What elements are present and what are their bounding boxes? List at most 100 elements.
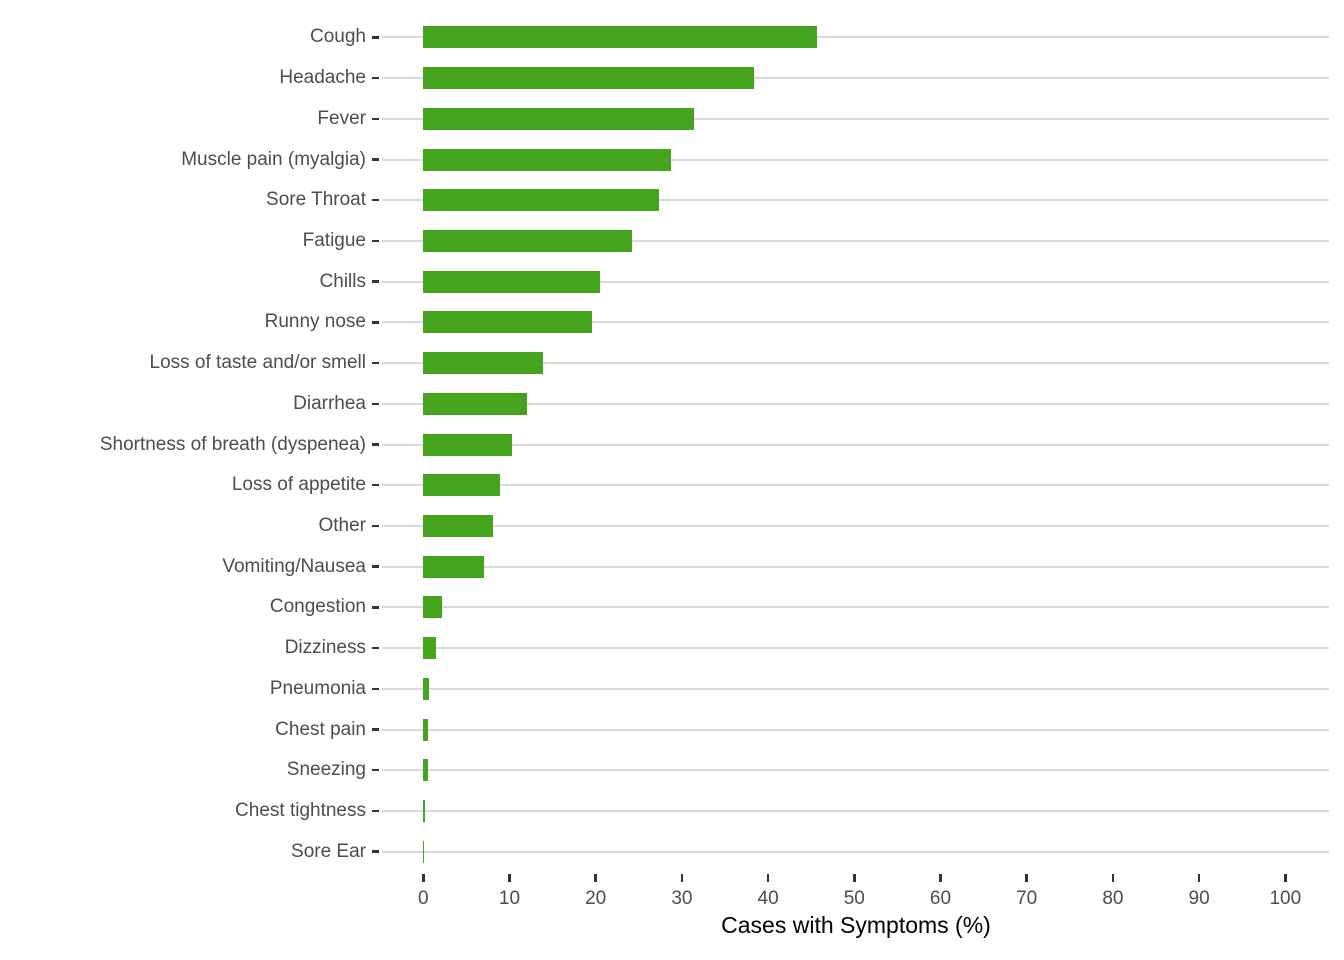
x-tick-mark — [766, 874, 770, 882]
grid-line — [382, 769, 1329, 772]
bar — [423, 474, 500, 497]
y-tick-mark — [371, 36, 379, 39]
bar — [423, 189, 660, 212]
y-axis-label: Chills — [319, 270, 366, 292]
bar — [423, 26, 818, 49]
y-tick-mark — [371, 280, 379, 283]
y-tick-mark — [371, 361, 379, 365]
y-axis-label: Chest pain — [275, 718, 366, 740]
bar — [423, 840, 425, 863]
y-tick-mark — [371, 198, 379, 202]
bar — [423, 107, 694, 130]
y-tick-mark — [371, 76, 379, 80]
y-axis-label: Congestion — [269, 596, 366, 618]
y-axis-label: Sneezing — [286, 759, 366, 781]
y-tick-mark — [371, 728, 379, 731]
bar — [423, 352, 544, 375]
x-tick-label: 20 — [585, 888, 607, 909]
y-axis-label: Loss of taste and/or smell — [149, 352, 367, 374]
y-axis-label: Cough — [310, 26, 366, 48]
y-tick-mark — [371, 402, 379, 406]
x-tick-mark — [939, 874, 942, 882]
x-tick-mark — [1284, 874, 1287, 882]
grid-line — [382, 402, 1329, 405]
bar — [423, 148, 671, 171]
y-axis-label: Headache — [279, 67, 366, 89]
grid-line — [382, 728, 1329, 731]
x-tick-label: 50 — [843, 888, 865, 909]
x-tick-label: 60 — [929, 888, 952, 909]
y-tick-mark — [371, 606, 379, 609]
y-tick-mark — [371, 768, 379, 772]
grid-line — [382, 850, 1329, 853]
bar — [423, 67, 755, 90]
bar — [423, 799, 426, 822]
x-tick-mark — [1197, 874, 1201, 882]
x-tick-mark — [594, 874, 597, 882]
y-tick-mark — [371, 239, 379, 243]
x-tick-mark — [853, 874, 856, 882]
grid-line — [382, 687, 1329, 690]
x-tick-label: 70 — [1016, 888, 1038, 909]
y-tick-mark — [371, 646, 379, 650]
y-axis-label: Diarrhea — [293, 392, 366, 414]
grid-line — [382, 158, 1329, 161]
x-tick-label: 10 — [498, 888, 521, 909]
bar — [423, 514, 494, 537]
grid-line — [382, 647, 1329, 650]
y-tick-mark — [371, 483, 379, 487]
grid-line — [382, 321, 1329, 324]
y-axis-label: Dizziness — [284, 637, 366, 659]
bar — [423, 555, 485, 578]
x-axis-title: Cases with Symptoms (%) — [721, 912, 991, 938]
y-tick-mark — [371, 117, 379, 121]
x-tick-label: 100 — [1269, 888, 1302, 909]
grid-line — [382, 362, 1329, 365]
y-axis-label: Muscle pain (myalgia) — [181, 148, 366, 170]
bar — [423, 759, 428, 782]
y-axis-label: Chest tightness — [235, 799, 366, 821]
grid-line — [382, 77, 1329, 80]
bar — [423, 596, 443, 619]
x-tick-mark — [680, 874, 684, 882]
grid-line — [382, 565, 1329, 568]
bar — [423, 433, 513, 456]
bar — [423, 311, 593, 334]
y-axis-label: Runny nose — [264, 311, 366, 333]
grid-line — [382, 199, 1329, 202]
y-axis-label: Fever — [317, 107, 366, 129]
x-tick-mark — [1025, 874, 1028, 882]
y-tick-mark — [371, 524, 379, 528]
grid-line — [382, 36, 1329, 39]
y-tick-mark — [371, 850, 379, 853]
grid-line — [382, 117, 1329, 120]
bar — [423, 637, 437, 660]
y-axis-label: Loss of appetite — [231, 474, 366, 496]
x-tick-label: 0 — [418, 888, 429, 909]
bar — [423, 270, 600, 293]
x-tick-mark — [1111, 874, 1115, 882]
x-tick-label: 80 — [1102, 888, 1124, 909]
y-axis-label: Pneumonia — [269, 677, 366, 699]
y-tick-mark — [371, 158, 379, 161]
bar — [423, 718, 429, 741]
y-axis-label: Sore Ear — [291, 840, 366, 862]
x-tick-label: 40 — [757, 888, 779, 909]
bar — [423, 392, 527, 415]
y-axis-label: Other — [318, 514, 366, 536]
y-tick-mark — [371, 809, 379, 813]
grid-line — [382, 443, 1329, 446]
y-tick-mark — [371, 443, 379, 446]
bar — [423, 677, 430, 700]
y-tick-mark — [371, 687, 379, 691]
y-axis-label: Shortness of breath (dyspenea) — [99, 433, 366, 455]
y-tick-mark — [371, 565, 379, 568]
y-axis-label: Sore Throat — [266, 189, 366, 211]
x-tick-mark — [422, 874, 425, 882]
y-axis-label: Vomiting/Nausea — [222, 555, 366, 577]
y-axis-label: Fatigue — [302, 229, 366, 251]
grid-line — [382, 524, 1329, 527]
grid-line — [382, 484, 1329, 487]
grid-line — [382, 239, 1329, 242]
